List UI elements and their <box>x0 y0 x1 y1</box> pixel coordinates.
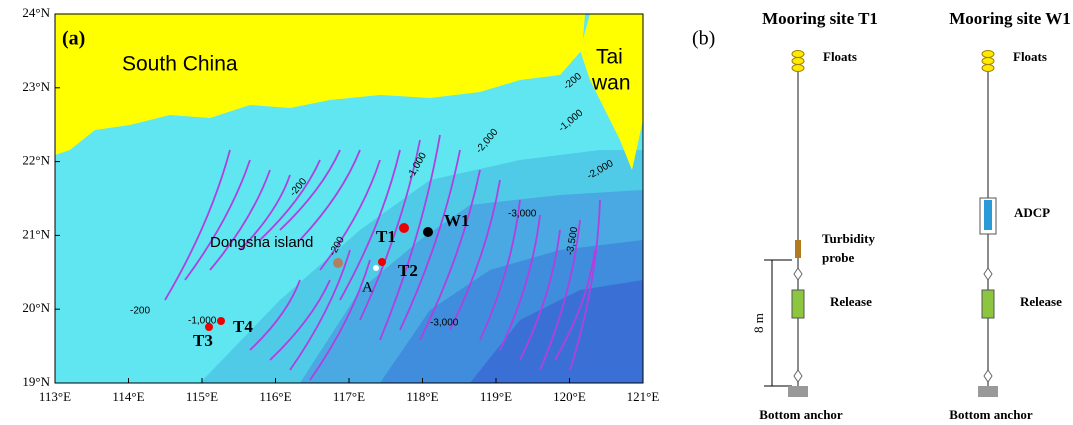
y-tick-label: 19°N <box>22 374 50 389</box>
deepest <box>470 280 643 383</box>
x-tick-label: 115°E <box>186 389 218 404</box>
site-marker <box>205 323 213 331</box>
turbidity-probe <box>795 240 801 258</box>
x-tick-label: 114°E <box>112 389 144 404</box>
release <box>791 289 805 319</box>
floats-label: Floats <box>823 49 857 64</box>
float <box>981 50 995 58</box>
land-label: South China <box>122 53 238 76</box>
island <box>333 258 343 268</box>
wave-line <box>184 159 251 281</box>
contour-label: -3,000 <box>508 209 537 220</box>
wave-line <box>269 279 331 361</box>
release <box>981 289 995 319</box>
map <box>55 14 643 383</box>
shackle <box>983 267 993 281</box>
wave-line <box>399 149 461 331</box>
wave-line <box>299 149 361 241</box>
site-marker <box>217 317 225 325</box>
wave-line <box>309 259 371 381</box>
y-tick-label: 23°N <box>22 79 50 94</box>
instrument-label: probe <box>822 250 854 265</box>
wave-line <box>209 169 271 271</box>
site-marker <box>423 227 433 237</box>
y-tick-label: 21°N <box>22 226 50 241</box>
y-tick-label: 22°N <box>22 153 50 168</box>
site-marker <box>373 265 379 271</box>
axes: 113°E 114°E 115°E 116°E 117°E 118°E 119°E 120°E… <box>22 5 659 404</box>
float <box>981 57 995 65</box>
panel-label: (a) <box>62 28 85 50</box>
site-label: A <box>362 279 373 295</box>
land-label: Tai <box>596 46 623 69</box>
wave-line <box>554 249 596 361</box>
site-label: T1 <box>376 227 396 246</box>
y-tick-label: 24°N <box>22 5 50 20</box>
site-label: T4 <box>233 317 253 336</box>
island-label: Dongsha island <box>210 234 313 251</box>
x-tick-label: 120°E <box>553 389 586 404</box>
x-tick-label: 119°E <box>480 389 512 404</box>
instrument-label: ADCP <box>1014 205 1050 220</box>
x-tick-label: 118°E <box>406 389 438 404</box>
internal-waves <box>164 134 601 381</box>
shackle <box>793 369 803 383</box>
wave-line <box>499 214 541 351</box>
wave-line <box>339 149 401 301</box>
land-label: wan <box>591 72 631 95</box>
mooring-title: Mooring site T1 <box>762 9 878 28</box>
contour-label: -3,000 <box>430 318 459 329</box>
wave-line <box>239 174 291 251</box>
float <box>791 57 805 65</box>
land-taiwan <box>580 14 643 170</box>
shackle <box>793 267 803 281</box>
float <box>791 50 805 58</box>
wave-line <box>379 134 441 341</box>
wave-line <box>449 179 501 331</box>
contour-label: -3,500 <box>565 226 581 256</box>
release-label: Release <box>1020 294 1062 309</box>
instrument-label: Turbidity <box>822 231 875 246</box>
wave-line <box>569 199 601 371</box>
wave-line <box>249 279 301 351</box>
anchor <box>788 386 808 397</box>
adcp <box>984 200 992 230</box>
shackle <box>983 369 993 383</box>
wave-line <box>479 199 521 341</box>
site-label: T2 <box>398 261 418 280</box>
wave-line <box>289 249 351 371</box>
wave-line <box>259 159 321 241</box>
x-tick-label: 113°E <box>39 389 71 404</box>
site-label: W1 <box>444 211 470 230</box>
anchor-label: Bottom anchor <box>759 407 843 422</box>
wave-line <box>539 219 581 371</box>
mooring-title: Mooring site W1 <box>949 9 1071 28</box>
site-marker <box>378 258 386 266</box>
float <box>791 64 805 72</box>
scale-label: 8 m <box>751 313 766 333</box>
wave-line <box>319 159 381 271</box>
land-china <box>55 14 585 155</box>
x-tick-label: 116°E <box>259 389 291 404</box>
wave-line <box>164 149 231 301</box>
wave-line <box>359 139 421 321</box>
release-label: Release <box>830 294 872 309</box>
anchor-label: Bottom anchor <box>949 407 1033 422</box>
floats-label: Floats <box>1013 49 1047 64</box>
float <box>981 64 995 72</box>
y-tick-label: 20°N <box>22 300 50 315</box>
site-label: T3 <box>193 331 213 350</box>
anchor <box>978 386 998 397</box>
x-tick-label: 117°E <box>333 389 365 404</box>
wave-line <box>419 169 481 341</box>
wave-line <box>279 149 341 231</box>
wave-line <box>519 229 561 361</box>
x-tick-label: 121°E <box>627 389 660 404</box>
contour-label: -200 <box>130 306 150 317</box>
panel-label: (b) <box>692 28 715 50</box>
contour-label: -1,000 <box>188 316 217 327</box>
site-marker <box>399 223 409 233</box>
moorings: Mooring site T1 Floats Turbidity probe 8 m Re… <box>751 9 1071 422</box>
